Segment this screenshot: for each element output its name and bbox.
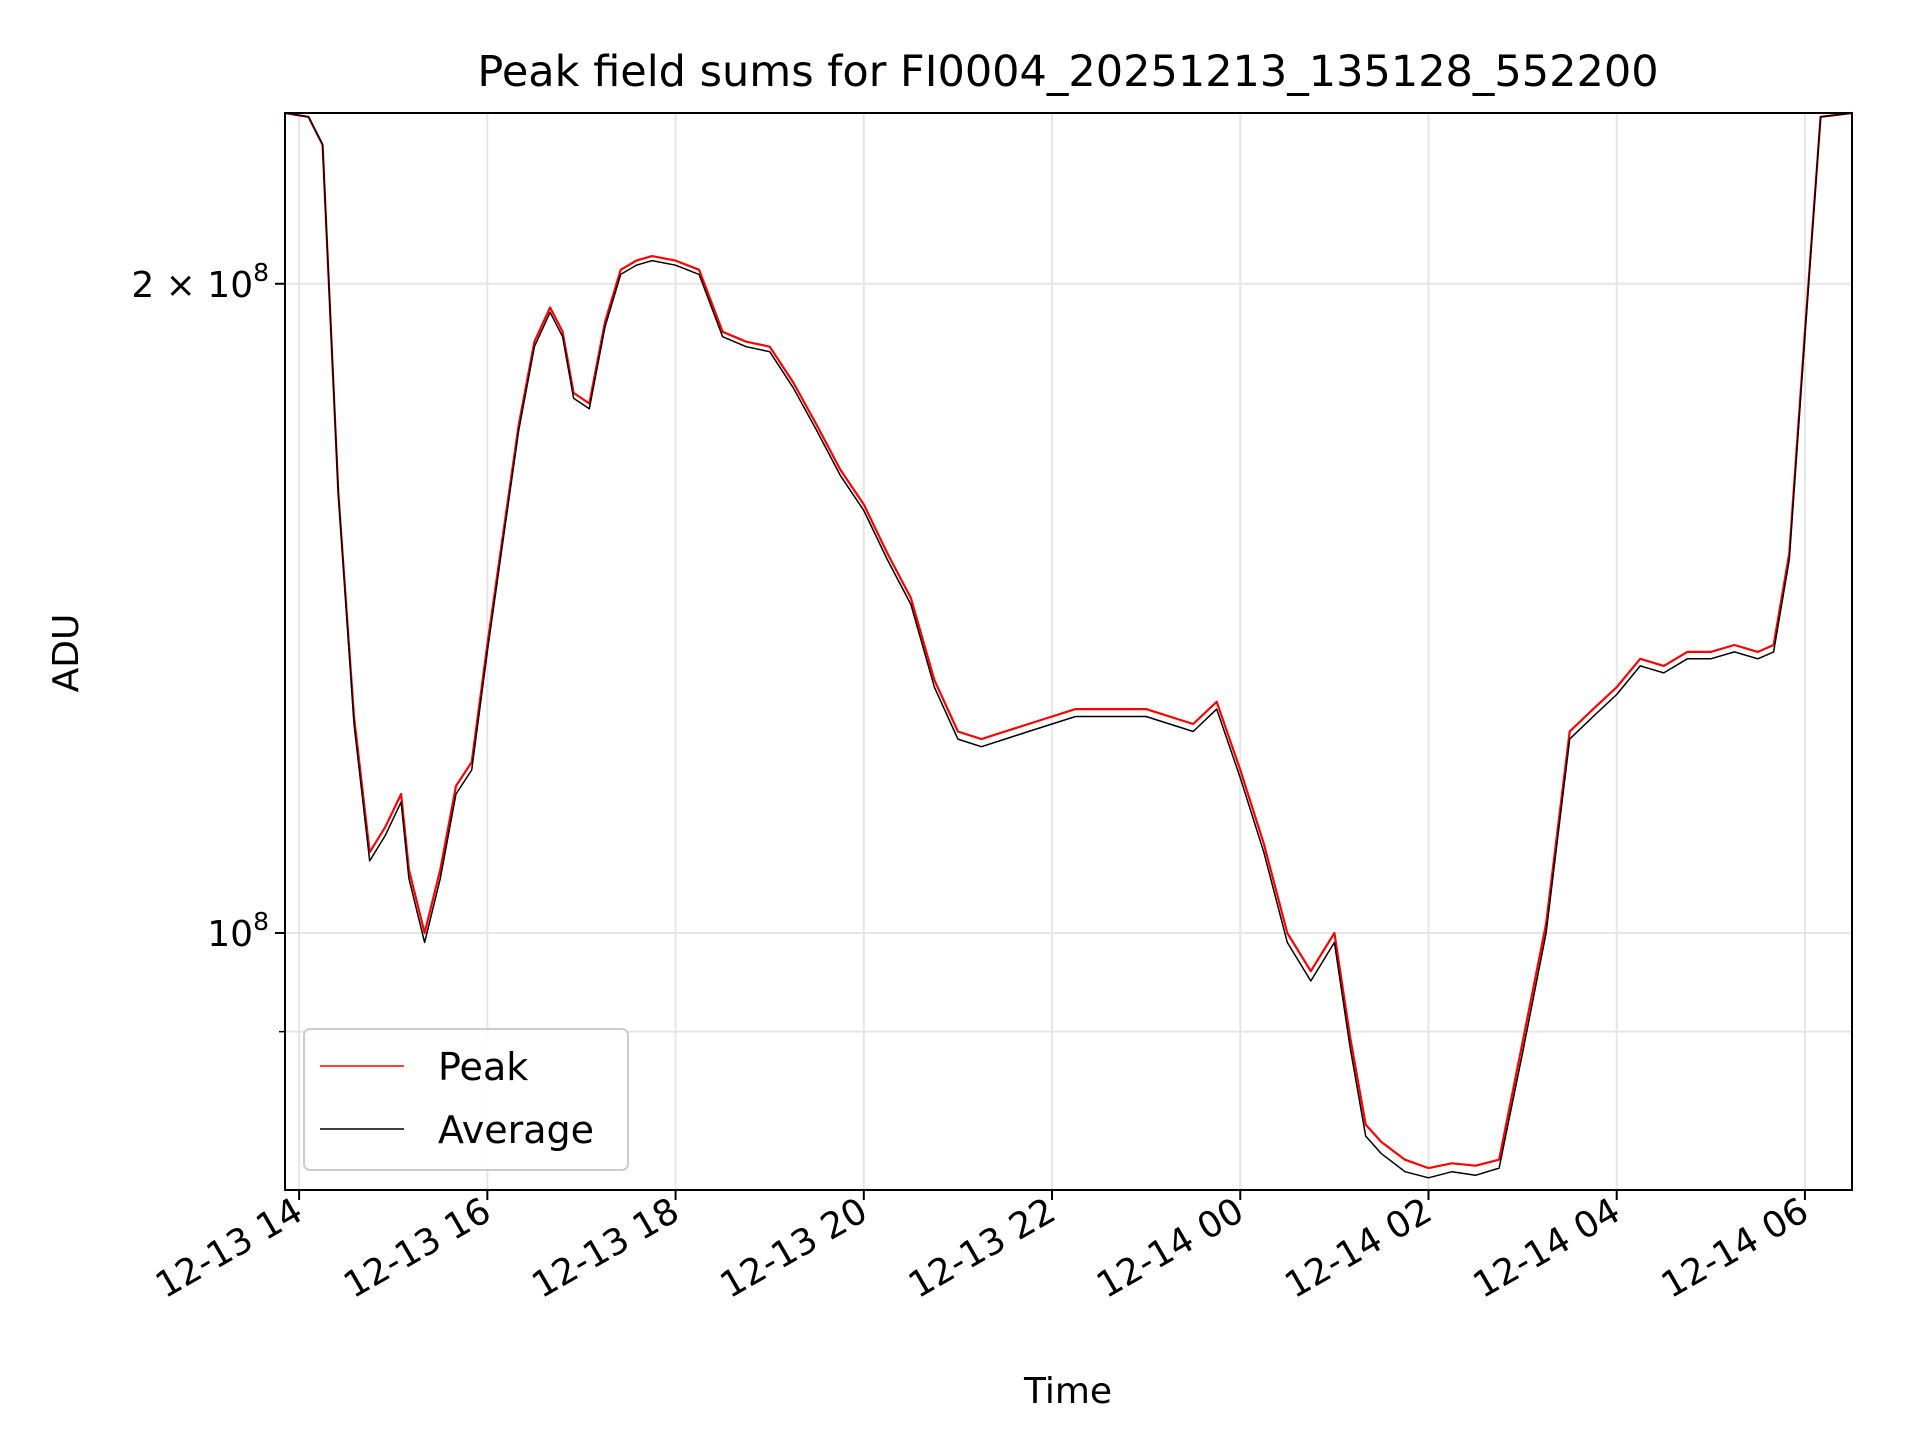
legend: Peak Average	[303, 1028, 629, 1171]
chart-title: Peak field sums for FI0004_20251213_1351…	[477, 47, 1658, 97]
legend-label-average: Average	[438, 1108, 594, 1152]
legend-box	[303, 1028, 629, 1171]
series-lines	[284, 111, 1853, 1179]
y-tick-label: 2 × 108	[131, 258, 269, 306]
y-axis-label: ADU	[46, 614, 87, 693]
legend-label-peak: Peak	[438, 1045, 528, 1089]
series-line-peak	[284, 111, 1853, 1170]
y-tick-label: 108	[207, 907, 269, 955]
x-axis-label: Time	[1023, 1371, 1112, 1412]
series-line-average	[284, 112, 1853, 1179]
plot-frame	[284, 112, 1853, 1191]
